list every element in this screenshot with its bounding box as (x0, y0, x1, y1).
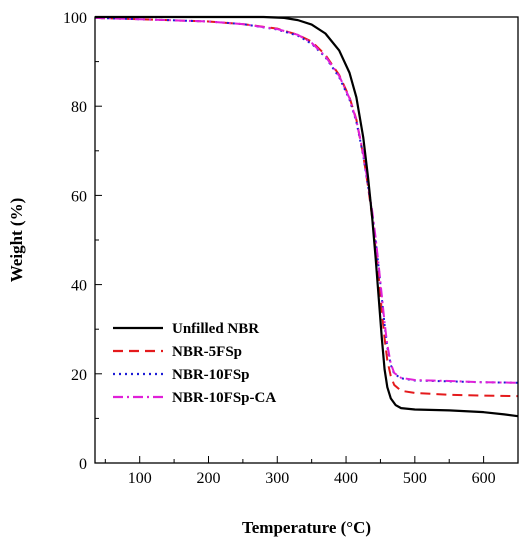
series-line-0 (95, 15, 519, 418)
series-line-1 (94, 16, 519, 398)
x-tick-label: 300 (265, 470, 289, 487)
x-tick-label: 600 (472, 470, 496, 487)
legend-label: NBR-10FSp-CA (172, 390, 276, 406)
x-tick-label: 200 (196, 470, 220, 487)
legend: Unfilled NBR NBR-5FSp NBR-10FSp NBR-10FSp-C… (113, 321, 276, 406)
y-tick-label: 100 (63, 10, 87, 27)
x-tick-label: 500 (403, 470, 427, 487)
x-tick-label: 400 (334, 470, 358, 487)
y-tick-label: 40 (71, 278, 87, 295)
y-tick-label: 0 (79, 456, 87, 473)
x-tick-label: 100 (128, 470, 152, 487)
legend-label: NBR-5FSp (172, 344, 242, 360)
y-tick-label: 60 (71, 188, 87, 205)
plot-frame (94, 16, 519, 464)
x-axis-title: Temperature (°C) (242, 518, 371, 537)
y-tick-label: 80 (71, 99, 87, 116)
y-axis-title: Weight (%) (7, 198, 26, 283)
legend-label: Unfilled NBR (172, 321, 259, 337)
series-layer (94, 15, 519, 418)
ticks-layer: 100 200 300 400 500 600 0 20 40 60 80 100 (63, 10, 496, 487)
y-tick-label: 20 (71, 367, 87, 384)
legend-label: NBR-10FSp (172, 367, 250, 383)
